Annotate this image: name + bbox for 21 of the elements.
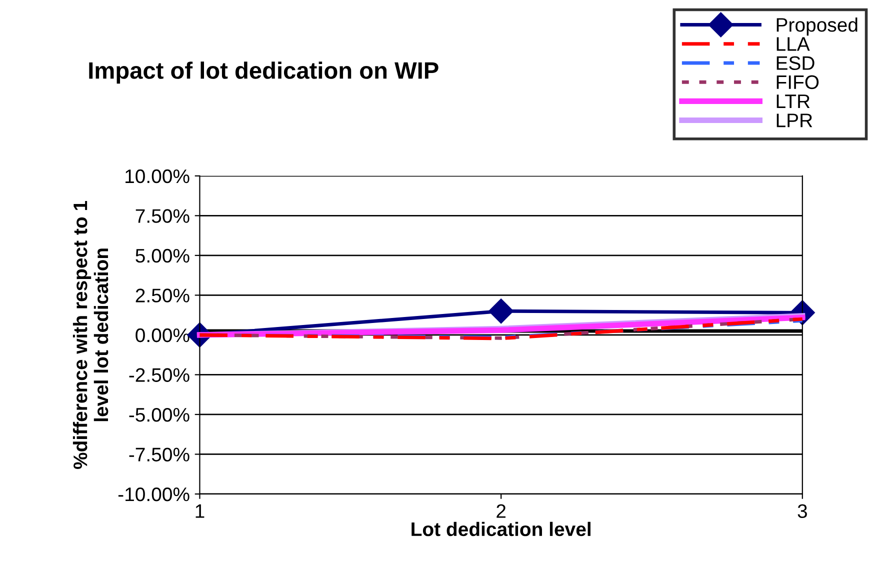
legend-label: Proposed <box>776 18 858 36</box>
legend-label: ESD <box>776 56 814 70</box>
chart-title: Impact of lot dedication on WIP <box>89 62 438 84</box>
y-tick-label: 7.50% <box>136 209 190 223</box>
legend-label: LLA <box>776 37 810 51</box>
legend-label: LPR <box>776 114 812 128</box>
y-axis-title: %difference with respect to 1 level lot dedication <box>72 200 108 469</box>
y-tick-label: -10.00% <box>118 487 190 502</box>
y-tick-label: -5.00% <box>129 408 190 422</box>
y-tick-label: -7.50% <box>129 448 190 462</box>
y-tick-label: 0.00% <box>136 328 190 342</box>
y-tick-label: 5.00% <box>136 248 190 263</box>
y-tick-label: -2.50% <box>129 368 190 382</box>
x-tick-label: 1 <box>196 504 204 518</box>
y-tick-label: 10.00% <box>126 169 190 184</box>
legend-label: FIFO <box>776 75 819 90</box>
x-tick-label: 2 <box>496 504 506 518</box>
x-tick-label: 3 <box>798 504 807 518</box>
y-tick-label: 2.50% <box>136 288 190 302</box>
x-axis-title: Lot dedication level <box>412 522 590 536</box>
legend-label: LTR <box>776 94 810 108</box>
